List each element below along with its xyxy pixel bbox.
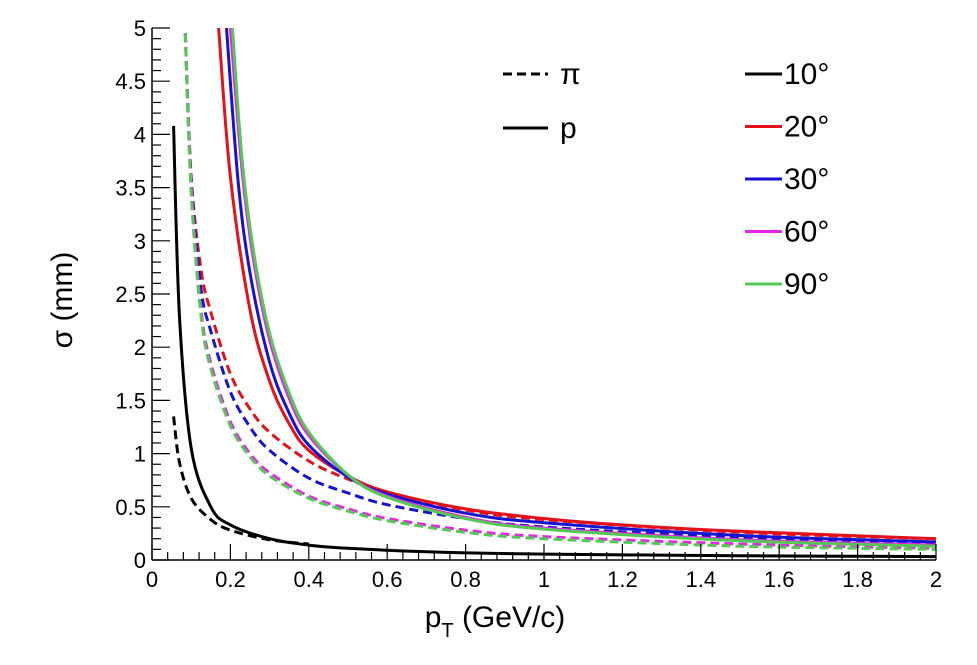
x-tick-label: 1 — [538, 567, 550, 592]
y-tick-label: 1 — [134, 442, 146, 467]
curve-pion-20deg — [183, 33, 936, 541]
y-tick-label: 4 — [134, 122, 146, 147]
x-tick-label: 0 — [146, 567, 158, 592]
x-axis-title-main: p — [425, 601, 442, 634]
x-tick-label: 0.2 — [215, 567, 246, 592]
legend-label-90deg: 90° — [784, 268, 829, 301]
x-tick-label: 1.8 — [842, 567, 873, 592]
y-tick-label: 3 — [134, 229, 146, 254]
x-tick-label: 0.6 — [372, 567, 403, 592]
x-tick-label: 0.4 — [294, 567, 325, 592]
x-tick-label: 2 — [930, 567, 942, 592]
y-tick-label: 2 — [134, 335, 146, 360]
legend-label-60deg: 60° — [784, 216, 829, 249]
legend-label-10deg: 10° — [784, 58, 829, 91]
y-axis-title: σ (mm) — [46, 252, 79, 349]
curve-proton-90deg — [230, 28, 936, 548]
y-tick-label: 0 — [134, 548, 146, 573]
x-axis-title-sub: T — [441, 620, 453, 642]
y-tick-label: 4.5 — [115, 69, 146, 94]
y-tick-label: 0.5 — [115, 495, 146, 520]
x-axis-title-rest: (GeV/c) — [454, 601, 566, 634]
legend-label-20deg: 20° — [784, 111, 829, 144]
x-tick-label: 1.4 — [686, 567, 717, 592]
x-tick-label: 1.6 — [764, 567, 795, 592]
legend-label-pion: π — [560, 58, 581, 91]
legend-label-30deg: 30° — [784, 163, 829, 196]
x-axis-title: pT (GeV/c) — [425, 601, 566, 642]
curve-pion-10deg — [172, 416, 309, 546]
y-tick-label: 5 — [134, 16, 146, 41]
y-tick-label: 2.5 — [115, 282, 146, 307]
y-tick-label: 1.5 — [115, 388, 146, 413]
x-tick-label: 1.2 — [607, 567, 638, 592]
curve-proton-30deg — [225, 28, 936, 544]
curve-pion-90deg — [183, 33, 936, 551]
curve-pion-30deg — [183, 33, 936, 545]
y-tick-label: 3.5 — [115, 176, 146, 201]
legend-label-proton: p — [560, 112, 577, 145]
x-tick-label: 0.8 — [450, 567, 481, 592]
